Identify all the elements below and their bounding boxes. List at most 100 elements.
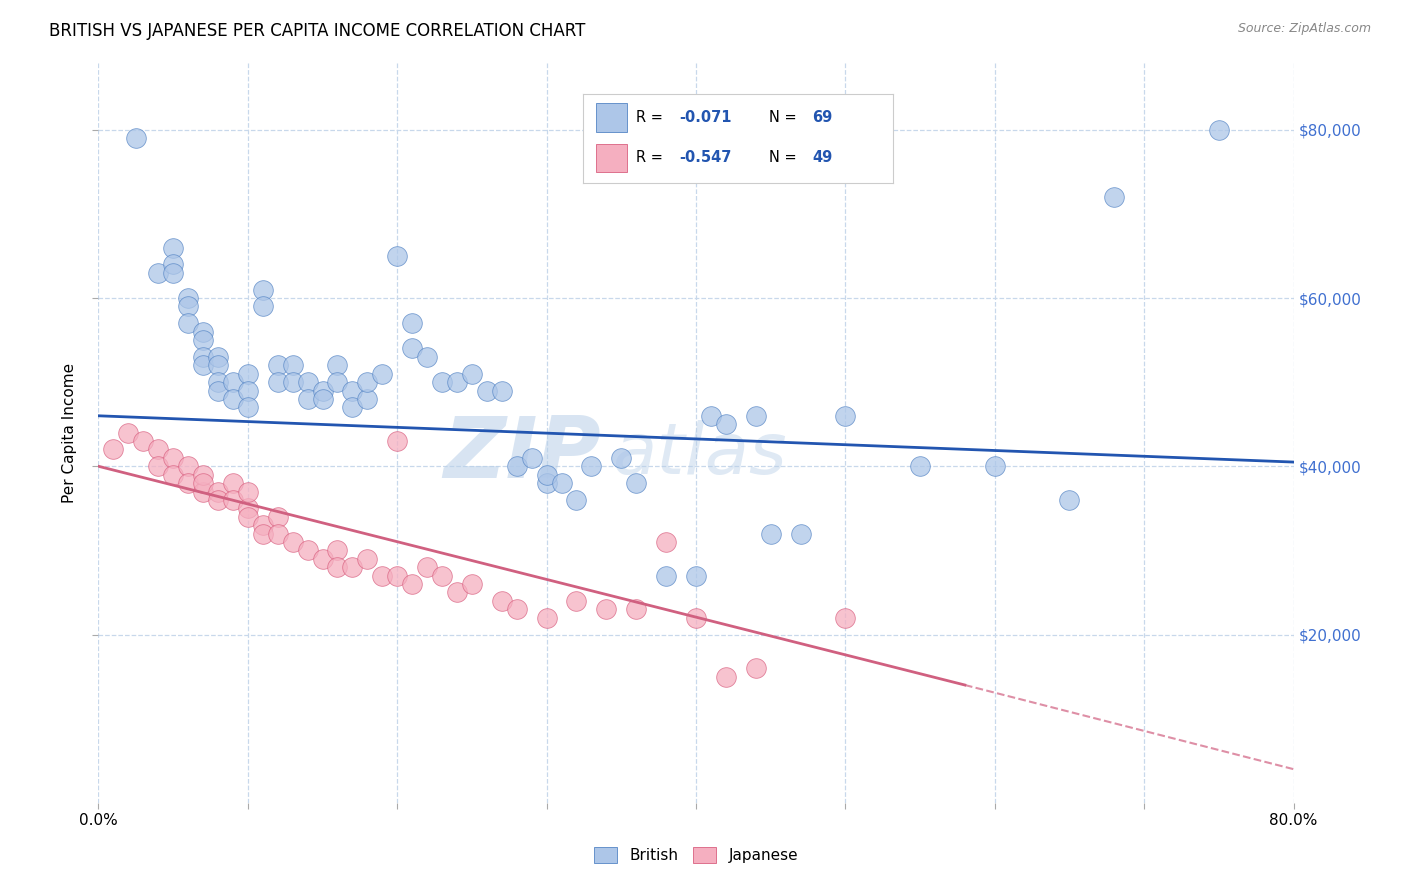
Point bbox=[236, 509, 259, 524]
Point bbox=[162, 467, 184, 482]
Point bbox=[191, 476, 214, 491]
Point bbox=[222, 476, 245, 491]
Point bbox=[371, 367, 394, 381]
Point bbox=[148, 459, 170, 474]
Point bbox=[685, 610, 707, 624]
Text: 69: 69 bbox=[813, 111, 832, 125]
Point bbox=[191, 359, 214, 373]
Point bbox=[536, 467, 558, 482]
Point bbox=[416, 350, 439, 364]
Point bbox=[475, 384, 498, 398]
Point bbox=[759, 526, 782, 541]
Point bbox=[908, 459, 931, 474]
Point bbox=[565, 594, 588, 608]
Point bbox=[342, 384, 364, 398]
Point bbox=[655, 535, 678, 549]
Point bbox=[700, 409, 723, 423]
Point bbox=[714, 670, 737, 684]
Point bbox=[177, 476, 200, 491]
Text: N =: N = bbox=[769, 111, 797, 125]
Point bbox=[326, 543, 349, 558]
Legend: British, Japanese: British, Japanese bbox=[588, 841, 804, 869]
Point bbox=[1059, 492, 1081, 507]
Point bbox=[311, 384, 333, 398]
Point bbox=[281, 359, 304, 373]
Point bbox=[461, 367, 484, 381]
Point bbox=[745, 409, 768, 423]
Point bbox=[536, 476, 558, 491]
Point bbox=[252, 526, 274, 541]
Point bbox=[177, 291, 200, 305]
Text: 49: 49 bbox=[813, 151, 832, 165]
Point bbox=[191, 350, 214, 364]
Point bbox=[371, 568, 394, 582]
Point bbox=[401, 577, 423, 591]
Point bbox=[297, 392, 319, 406]
Point bbox=[236, 401, 259, 415]
Point bbox=[252, 300, 274, 314]
Point bbox=[177, 316, 200, 330]
Point bbox=[236, 367, 259, 381]
Point bbox=[595, 602, 617, 616]
Point bbox=[416, 560, 439, 574]
Point bbox=[714, 417, 737, 432]
Point bbox=[565, 492, 588, 507]
Point bbox=[297, 543, 319, 558]
Point bbox=[297, 375, 319, 389]
Point bbox=[430, 375, 453, 389]
Point bbox=[536, 610, 558, 624]
Point bbox=[506, 459, 529, 474]
Point bbox=[191, 333, 214, 347]
Point bbox=[177, 459, 200, 474]
Point bbox=[207, 359, 229, 373]
Point bbox=[342, 560, 364, 574]
Point bbox=[655, 568, 678, 582]
Point bbox=[446, 375, 468, 389]
Point bbox=[252, 283, 274, 297]
Point bbox=[267, 509, 290, 524]
Point bbox=[132, 434, 155, 448]
Point bbox=[1208, 122, 1230, 136]
Point bbox=[626, 476, 648, 491]
Bar bbox=[596, 144, 627, 172]
Bar bbox=[596, 103, 627, 132]
Point bbox=[581, 459, 603, 474]
Y-axis label: Per Capita Income: Per Capita Income bbox=[62, 362, 77, 503]
Point bbox=[550, 476, 572, 491]
Point bbox=[207, 384, 229, 398]
Point bbox=[685, 568, 707, 582]
Point bbox=[207, 350, 229, 364]
Point bbox=[191, 325, 214, 339]
Point bbox=[236, 484, 259, 499]
Point bbox=[281, 535, 304, 549]
Text: -0.547: -0.547 bbox=[679, 151, 731, 165]
Point bbox=[267, 359, 290, 373]
Text: atlas: atlas bbox=[613, 420, 787, 490]
Point bbox=[520, 450, 543, 465]
Point bbox=[162, 450, 184, 465]
Point bbox=[834, 409, 856, 423]
Point bbox=[326, 560, 349, 574]
Point bbox=[356, 392, 378, 406]
Point bbox=[984, 459, 1007, 474]
Point bbox=[177, 300, 200, 314]
Point bbox=[222, 375, 245, 389]
Point bbox=[626, 602, 648, 616]
Point bbox=[267, 375, 290, 389]
Point bbox=[162, 240, 184, 255]
Point bbox=[1104, 190, 1126, 204]
Point bbox=[207, 492, 229, 507]
Point bbox=[222, 392, 245, 406]
Point bbox=[610, 450, 633, 465]
Point bbox=[281, 375, 304, 389]
Point bbox=[356, 551, 378, 566]
Point bbox=[222, 492, 245, 507]
Point bbox=[103, 442, 125, 457]
Point bbox=[446, 585, 468, 599]
Point bbox=[311, 551, 333, 566]
Point bbox=[207, 375, 229, 389]
Text: R =: R = bbox=[636, 151, 664, 165]
Text: BRITISH VS JAPANESE PER CAPITA INCOME CORRELATION CHART: BRITISH VS JAPANESE PER CAPITA INCOME CO… bbox=[49, 22, 585, 40]
Point bbox=[236, 384, 259, 398]
Text: ZIP: ZIP bbox=[443, 413, 600, 496]
